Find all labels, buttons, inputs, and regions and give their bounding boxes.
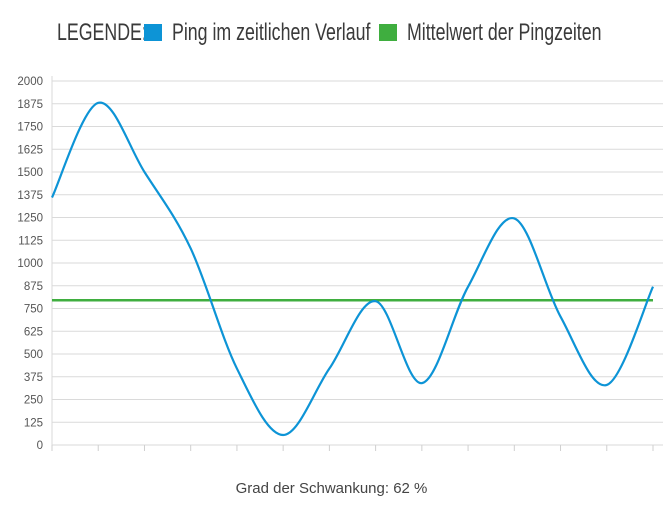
y-tick-label: 625 — [24, 326, 43, 338]
y-tick-label: 1500 — [17, 167, 43, 179]
ping-line — [51, 101, 654, 437]
y-tick-label: 250 — [24, 395, 43, 407]
y-tick-label: 1375 — [17, 190, 43, 202]
legend-title: LEGENDE: — [57, 19, 147, 46]
y-tick-label: 1750 — [17, 122, 43, 134]
legend-label-mean: Mittelwert der Pingzeiten — [407, 19, 602, 46]
y-tick-label: 1250 — [17, 213, 43, 225]
legend-label-ping: Ping im zeitlichen Verlauf — [172, 19, 371, 46]
fluctuation-text: Grad der Schwankung: 62 % — [235, 480, 428, 497]
legend: LEGENDE: Ping im zeitlichen Verlauf Mitt… — [0, 18, 663, 48]
legend-swatch-mean — [379, 24, 397, 41]
y-tick-label: 375 — [24, 372, 43, 384]
y-tick-label: 1875 — [17, 99, 43, 111]
y-tick-label: 125 — [24, 417, 43, 429]
legend-swatch-ping — [144, 24, 162, 41]
y-tick-label: 1000 — [17, 258, 43, 270]
y-tick-label: 500 — [24, 349, 43, 361]
y-tick-label: 2000 — [17, 76, 43, 88]
y-tick-label: 0 — [37, 440, 43, 452]
y-tick-label: 875 — [24, 281, 43, 293]
y-tick-label: 1625 — [17, 144, 43, 156]
y-tick-label: 1125 — [18, 235, 43, 247]
y-tick-label: 750 — [24, 304, 43, 316]
